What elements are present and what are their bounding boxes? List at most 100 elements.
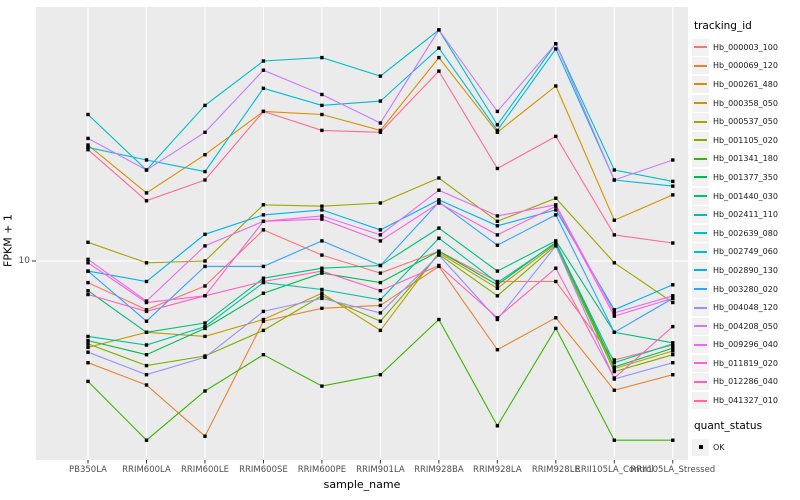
data-point-Hb_009296_040 [671,294,675,298]
legend-label: Hb_011819_020 [713,358,778,368]
data-point-Hb_041327_010 [495,166,500,171]
data-point-Hb_002749_060 [495,128,500,133]
legend-label: Hb_002639_080 [713,228,778,238]
legend-key [692,336,709,354]
legend-item-ok: OK [692,438,798,457]
legend-label: Hb_004208_050 [713,321,778,331]
data-point-Hb_001440_030 [320,266,324,270]
data-point-Hb_011819_020 [261,219,266,223]
data-point-Hb_000261_480 [320,112,324,117]
data-point-Hb_003280_020 [554,213,558,217]
data-point-Hb_002639_080 [378,74,383,78]
data-point-Hb_000537_050 [612,261,616,265]
data-point-Hb_011819_020 [612,314,616,318]
legend-color-line-icon [694,102,707,105]
legend-item-Hb_001377_350: Hb_001377_350 [692,168,798,187]
data-point-Hb_012286_040 [203,294,207,298]
data-point-Hb_002749_060 [320,103,324,108]
x-tick-label-RRII105LA_Control: RRII105LA_Control [574,465,654,475]
data-point-Hb_004208_050 [612,178,616,182]
data-point-Hb_001105_020 [495,294,500,298]
data-point-Hb_012286_040 [671,324,675,329]
data-point-Hb_001341_180 [612,438,616,442]
legend-item-Hb_003280_020: Hb_003280_020 [692,280,798,299]
legend-title-quant-status: quant_status [694,419,763,432]
data-point-Hb_003280_020 [86,269,90,273]
data-point-Hb_011819_020 [86,261,90,265]
data-point-Hb_002639_080 [261,59,266,63]
legend-label: Hb_000003_100 [713,42,778,52]
data-point-Hb_003280_020 [378,263,383,268]
data-point-Hb_001377_350 [612,365,616,369]
data-point-Hb_001440_030 [261,276,266,280]
legend-key [692,94,709,112]
data-point-Hb_004048_120 [378,311,383,315]
data-point-Hb_001377_350 [378,280,383,285]
y-tick-label: 10 [18,256,30,266]
data-point-Hb_011819_020 [671,296,675,301]
data-point-Hb_002749_060 [203,169,207,174]
legend-color-line-icon [694,232,707,235]
data-point-Hb_001341_180 [261,353,266,357]
data-point-Hb_009296_040 [86,257,90,261]
legend-color-line-icon [694,362,707,365]
data-point-Hb_001341_180 [378,373,383,377]
data-point-Hb_000537_050 [378,201,383,205]
legend-label: Hb_000261_480 [713,79,778,89]
legend-item-Hb_000003_100: Hb_000003_100 [692,38,798,57]
data-point-Hb_041327_010 [320,128,324,133]
data-point-Hb_004208_050 [378,121,383,125]
data-point-Hb_002890_130 [320,208,324,212]
data-point-Hb_000261_480 [144,191,149,195]
data-point-Hb_002639_080 [320,55,324,60]
data-point-Hb_041327_010 [554,134,558,139]
data-point-Hb_003280_020 [495,243,500,247]
data-point-Hb_001377_350 [86,338,90,343]
data-point-Hb_001377_350 [671,346,675,350]
data-point-Hb_001440_030 [203,321,207,325]
legend-label: Hb_002411_110 [713,210,778,220]
x-tick-label-RRIM928LE: RRIM928LE [531,465,580,475]
data-point-Hb_004208_050 [320,92,324,97]
data-point-Hb_004208_050 [495,109,500,114]
data-point-Hb_000537_050 [144,261,149,265]
data-point-Hb_000069_120 [671,373,675,377]
legend-item-Hb_000358_050: Hb_000358_050 [692,94,798,113]
data-point-Hb_001377_350 [261,291,266,295]
legend-items: Hb_000003_100 Hb_000069_120 Hb_000261_480 H… [692,38,798,410]
data-point-Hb_000069_120 [144,383,149,387]
legend-item-Hb_001440_030: Hb_001440_030 [692,187,798,206]
legend-key [692,261,709,279]
legend-key [692,38,709,56]
data-point-Hb_000537_050 [86,240,90,244]
legend-color-line-icon [694,64,707,67]
data-point-Hb_002411_110 [203,324,207,329]
data-point-Hb_000261_480 [378,128,383,133]
data-point-Hb_009296_040 [378,233,383,237]
data-point-Hb_002749_060 [554,47,558,51]
legend-label: OK [713,442,725,452]
data-point-Hb_001105_020 [261,328,266,333]
legend-color-line-icon [694,139,707,142]
legend-color-line-icon [694,120,707,123]
y-axis-title: FPKM + 1 [1,214,15,267]
legend-color-line-icon [694,306,707,309]
data-point-Hb_003280_020 [261,264,266,269]
data-point-Hb_004208_050 [86,136,90,141]
data-point-Hb_002411_110 [554,241,558,245]
data-point-Hb_002411_110 [86,334,90,339]
legend-item-Hb_009296_040: Hb_009296_040 [692,336,798,355]
data-point-Hb_000069_120 [320,306,324,310]
legend-color-line-icon [694,343,707,346]
data-point-Hb_000069_120 [86,361,90,365]
legend-item-Hb_002639_080: Hb_002639_080 [692,224,798,243]
data-point-Hb_002411_110 [437,236,441,240]
legend-color-line-icon [694,83,707,86]
data-point-Hb_002890_130 [144,279,149,284]
data-point-Hb_001105_020 [320,294,324,298]
ok-square-marker-icon [698,445,703,450]
data-point-Hb_011819_020 [495,233,500,237]
x-tick-label-RRIM600LE: RRIM600LE [180,465,229,475]
